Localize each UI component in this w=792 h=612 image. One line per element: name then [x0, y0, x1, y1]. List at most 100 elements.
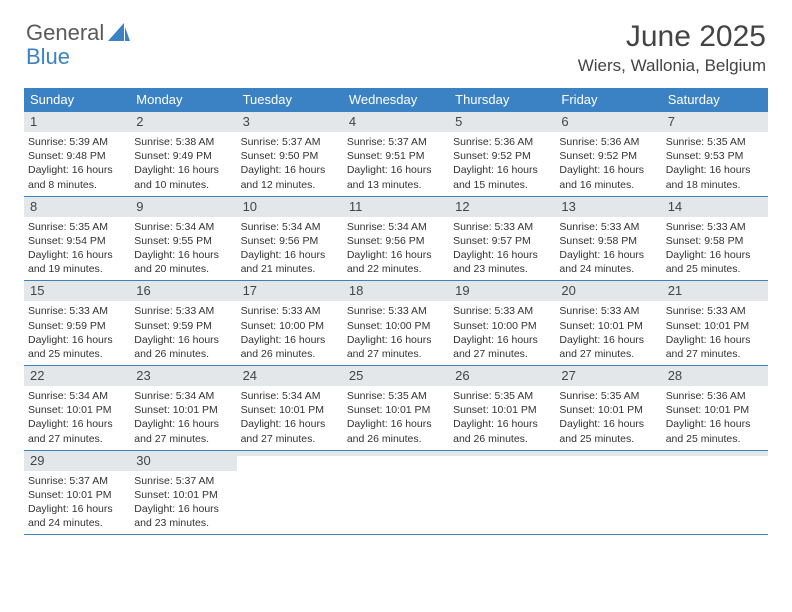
- day-number: 18: [349, 283, 443, 298]
- day-number: 12: [455, 199, 549, 214]
- day-cell: 12 Sunrise: 5:33 AMSunset: 9:57 PMDayligh…: [449, 197, 555, 281]
- day-info: Sunrise: 5:33 AMSunset: 9:58 PMDaylight:…: [666, 220, 764, 277]
- day-number-bar: 5: [449, 112, 555, 132]
- day-number: 22: [30, 368, 124, 383]
- day-info: Sunrise: 5:33 AMSunset: 10:01 PMDaylight…: [559, 304, 657, 361]
- day-number: 5: [455, 114, 549, 129]
- day-number-bar: 10: [237, 197, 343, 217]
- day-number-bar: [237, 451, 343, 456]
- day-number-bar: 26: [449, 366, 555, 386]
- weekday-header-cell: Wednesday: [343, 88, 449, 112]
- day-cell: 4Sunrise: 5:37 AMSunset: 9:51 PMDaylight…: [343, 112, 449, 196]
- day-cell: 13 Sunrise: 5:33 AMSunset: 9:58 PMDayligh…: [555, 197, 661, 281]
- day-number-bar: 27: [555, 366, 661, 386]
- day-info: Sunrise: 5:37 AMSunset: 10:01 PMDaylight…: [134, 474, 232, 531]
- day-number-bar: 3: [237, 112, 343, 132]
- day-number: 2: [136, 114, 230, 129]
- day-number-bar: [343, 451, 449, 456]
- location-text: Wiers, Wallonia, Belgium: [578, 56, 766, 76]
- day-cell: [662, 451, 768, 535]
- day-info: Sunrise: 5:35 AMSunset: 9:54 PMDaylight:…: [28, 220, 126, 277]
- day-info: Sunrise: 5:34 AMSunset: 10:01 PMDaylight…: [241, 389, 339, 446]
- day-number-bar: 18: [343, 281, 449, 301]
- day-number: 21: [668, 283, 762, 298]
- day-info: Sunrise: 5:33 AMSunset: 9:58 PMDaylight:…: [559, 220, 657, 277]
- day-number: 16: [136, 283, 230, 298]
- day-number-bar: 2: [130, 112, 236, 132]
- day-number-bar: 17: [237, 281, 343, 301]
- day-info: Sunrise: 5:33 AMSunset: 10:00 PMDaylight…: [241, 304, 339, 361]
- day-cell: [449, 451, 555, 535]
- brand-part2: Blue: [26, 44, 70, 70]
- day-cell: 25Sunrise: 5:35 AMSunset: 10:01 PMDaylig…: [343, 366, 449, 450]
- week-row: 29 Sunrise: 5:37 AMSunset: 10:01 PMDaylig…: [24, 451, 768, 536]
- day-number: 14: [668, 199, 762, 214]
- weekday-header-cell: Tuesday: [237, 88, 343, 112]
- day-cell: 21 Sunrise: 5:33 AMSunset: 10:01 PMDaylig…: [662, 281, 768, 365]
- day-info: Sunrise: 5:36 AMSunset: 9:52 PMDaylight:…: [453, 135, 551, 192]
- weekday-header-cell: Thursday: [449, 88, 555, 112]
- day-cell: 29Sunrise: 5:37 AMSunset: 10:01 PMDaylig…: [24, 451, 130, 535]
- day-info: Sunrise: 5:33 AMSunset: 9:59 PMDaylight:…: [134, 304, 232, 361]
- day-number-bar: 30: [130, 451, 236, 471]
- day-info: Sunrise: 5:37 AMSunset: 9:50 PMDaylight:…: [241, 135, 339, 192]
- day-cell: 26Sunrise: 5:35 AMSunset: 10:01 PMDaylig…: [449, 366, 555, 450]
- weekday-header-cell: Sunday: [24, 88, 130, 112]
- day-cell: 1Sunrise: 5:39 AMSunset: 9:48 PMDaylight…: [24, 112, 130, 196]
- day-cell: 30 Sunrise: 5:37 AMSunset: 10:01 PMDaylig…: [130, 451, 236, 535]
- day-number-bar: 22: [24, 366, 130, 386]
- day-number-bar: 15: [24, 281, 130, 301]
- day-number: 27: [561, 368, 655, 383]
- day-info: Sunrise: 5:33 AMSunset: 9:59 PMDaylight:…: [28, 304, 126, 361]
- day-number-bar: 13: [555, 197, 661, 217]
- day-number: 24: [243, 368, 337, 383]
- weekday-header-row: SundayMondayTuesdayWednesdayThursdayFrid…: [24, 88, 768, 112]
- day-number-bar: 11: [343, 197, 449, 217]
- week-row: 8 Sunrise: 5:35 AMSunset: 9:54 PMDaylight…: [24, 197, 768, 282]
- day-info: Sunrise: 5:33 AMSunset: 9:57 PMDaylight:…: [453, 220, 551, 277]
- day-cell: 24 Sunrise: 5:34 AMSunset: 10:01 PMDaylig…: [237, 366, 343, 450]
- day-info: Sunrise: 5:34 AMSunset: 9:56 PMDaylight:…: [347, 220, 445, 277]
- brand-part1: General: [26, 20, 104, 46]
- day-info: Sunrise: 5:34 AMSunset: 9:56 PMDaylight:…: [241, 220, 339, 277]
- month-title: June 2025: [578, 20, 766, 54]
- day-number-bar: 12: [449, 197, 555, 217]
- day-number: 7: [668, 114, 762, 129]
- day-cell: 17 Sunrise: 5:33 AMSunset: 10:00 PMDaylig…: [237, 281, 343, 365]
- day-number-bar: 9: [130, 197, 236, 217]
- day-cell: 14 Sunrise: 5:33 AMSunset: 9:58 PMDayligh…: [662, 197, 768, 281]
- day-cell: [343, 451, 449, 535]
- day-cell: 3 Sunrise: 5:37 AMSunset: 9:50 PMDaylight…: [237, 112, 343, 196]
- day-number-bar: 1: [24, 112, 130, 132]
- day-info: Sunrise: 5:37 AMSunset: 9:51 PMDaylight:…: [347, 135, 445, 192]
- day-info: Sunrise: 5:33 AMSunset: 10:00 PMDaylight…: [347, 304, 445, 361]
- day-number-bar: 7: [662, 112, 768, 132]
- day-info: Sunrise: 5:33 AMSunset: 10:01 PMDaylight…: [666, 304, 764, 361]
- day-cell: 8 Sunrise: 5:35 AMSunset: 9:54 PMDaylight…: [24, 197, 130, 281]
- day-number-bar: 8: [24, 197, 130, 217]
- day-number-bar: 25: [343, 366, 449, 386]
- day-number: 13: [561, 199, 655, 214]
- day-number: 29: [30, 453, 124, 468]
- sail-icon: [108, 23, 130, 43]
- day-number-bar: 21: [662, 281, 768, 301]
- day-info: Sunrise: 5:36 AMSunset: 10:01 PMDaylight…: [666, 389, 764, 446]
- day-cell: 11 Sunrise: 5:34 AMSunset: 9:56 PMDayligh…: [343, 197, 449, 281]
- day-cell: 7Sunrise: 5:35 AMSunset: 9:53 PMDaylight…: [662, 112, 768, 196]
- day-number: 26: [455, 368, 549, 383]
- day-number: 8: [30, 199, 124, 214]
- day-info: Sunrise: 5:34 AMSunset: 10:01 PMDaylight…: [28, 389, 126, 446]
- day-number: 9: [136, 199, 230, 214]
- brand-logo: General: [26, 20, 130, 46]
- day-number-bar: 14: [662, 197, 768, 217]
- day-number-bar: [662, 451, 768, 456]
- title-block: June 2025 Wiers, Wallonia, Belgium: [578, 20, 766, 76]
- day-cell: 2Sunrise: 5:38 AMSunset: 9:49 PMDaylight…: [130, 112, 236, 196]
- day-number: 6: [561, 114, 655, 129]
- day-info: Sunrise: 5:34 AMSunset: 10:01 PMDaylight…: [134, 389, 232, 446]
- day-cell: 28Sunrise: 5:36 AMSunset: 10:01 PMDaylig…: [662, 366, 768, 450]
- day-number: 1: [30, 114, 124, 129]
- day-number-bar: [555, 451, 661, 456]
- day-cell: 6Sunrise: 5:36 AMSunset: 9:52 PMDaylight…: [555, 112, 661, 196]
- day-number: 25: [349, 368, 443, 383]
